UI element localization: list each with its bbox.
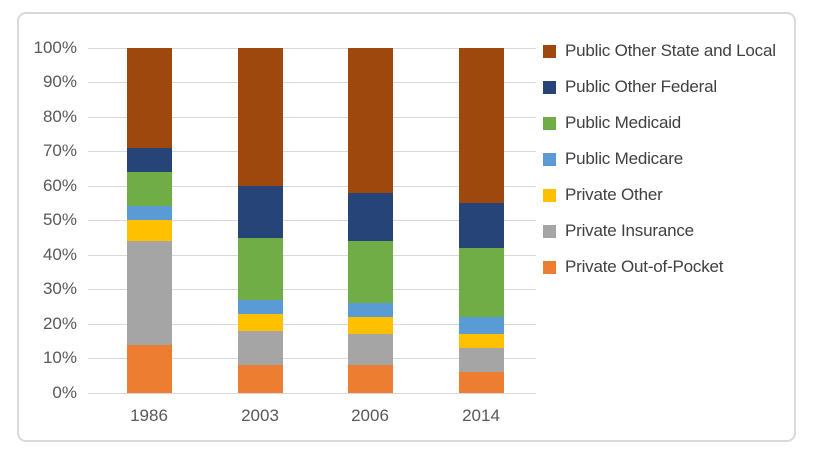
legend-swatch-public-other-state-and-local — [543, 44, 556, 58]
gridline-10% — [88, 358, 536, 360]
legend-item-public-medicare: Public Medicare — [543, 141, 683, 177]
x-axis-tick-label-2003: 2003 — [241, 406, 279, 425]
bar-segment-private-out-of-pocket-2003 — [237, 365, 283, 393]
gridline-50% — [88, 220, 536, 222]
legend-label-public-other-state-and-local: Public Other State and Local — [565, 41, 776, 60]
legend-label-public-medicaid: Public Medicaid — [565, 113, 682, 132]
legend-item-private-insurance: Private Insurance — [543, 213, 694, 249]
bar-segment-public-medicaid-2006 — [347, 240, 393, 304]
legend-swatch-private-insurance — [543, 224, 556, 238]
bar-segment-public-other-state-and-local-2006 — [347, 47, 393, 193]
gridline-30% — [88, 289, 536, 291]
x-axis-tick-label-2014: 2014 — [462, 406, 500, 425]
legend-swatch-private-other — [543, 188, 556, 202]
gridline-100% — [88, 47, 536, 49]
bar-segment-public-other-federal-2003 — [237, 185, 283, 238]
y-axis-tick-label-60%: 60% — [42, 175, 77, 195]
legend-swatch-public-medicaid — [543, 116, 556, 130]
legend-label-private-other: Private Other — [565, 185, 663, 204]
bar-segment-private-other-2006 — [347, 316, 393, 335]
bar-segment-private-insurance-2014 — [458, 348, 504, 373]
legend-item-public-medicaid: Public Medicaid — [543, 105, 681, 141]
y-axis-tick-label-80%: 80% — [42, 106, 77, 126]
bar-segment-public-medicaid-2003 — [237, 237, 283, 300]
x-axis-tick-label-2006: 2006 — [351, 406, 389, 425]
y-axis-tick-label-0%: 0% — [52, 383, 77, 402]
bar-segment-public-medicaid-2014 — [458, 247, 504, 317]
y-axis-tick-label-70%: 70% — [42, 141, 77, 161]
bar-segment-private-insurance-2003 — [237, 330, 283, 366]
legend-label-private-out-of-pocket: Private Out-of-Pocket — [565, 257, 724, 276]
legend-item-public-other-federal: Public Other Federal — [543, 69, 717, 105]
legend-item-public-other-state-and-local: Public Other State and Local — [543, 33, 776, 69]
y-axis-tick-label-50%: 50% — [42, 210, 77, 230]
legend-swatch-public-medicare — [543, 152, 556, 166]
bar-segment-private-insurance-1986 — [126, 240, 172, 345]
bar-segment-private-other-2014 — [458, 334, 504, 349]
y-axis-tick-label-20%: 20% — [42, 313, 77, 333]
bar-segment-private-out-of-pocket-2006 — [347, 365, 393, 393]
x-axis-line — [88, 393, 536, 394]
gridline-70% — [88, 151, 536, 153]
bar-segment-public-medicare-2014 — [458, 316, 504, 335]
bar-segment-private-other-1986 — [126, 220, 172, 241]
legend-item-private-other: Private Other — [543, 177, 663, 213]
legend-label-private-insurance: Private Insurance — [565, 221, 694, 240]
y-axis-tick-label-10%: 10% — [42, 348, 77, 368]
legend-label-public-other-federal: Public Other Federal — [565, 77, 717, 96]
bar-segment-public-medicare-2006 — [347, 303, 393, 317]
bar-segment-private-out-of-pocket-1986 — [126, 344, 172, 393]
x-axis-tick-label-1986: 1986 — [130, 406, 168, 425]
gridline-20% — [88, 323, 536, 325]
y-axis-tick-label-100%: 100% — [33, 37, 77, 57]
gridline-60% — [88, 185, 536, 187]
bar-segment-public-medicare-2003 — [237, 299, 283, 314]
bar-segment-public-other-federal-2006 — [347, 192, 393, 241]
legend-swatch-public-other-federal — [543, 80, 556, 94]
legend-label-public-medicare: Public Medicare — [565, 149, 683, 168]
bar-segment-public-other-state-and-local-2014 — [458, 47, 504, 203]
bar-segment-public-other-state-and-local-2003 — [237, 47, 283, 186]
y-axis-tick-label-40%: 40% — [42, 244, 77, 264]
bar-segment-private-other-2003 — [237, 313, 283, 331]
bar-segment-public-other-state-and-local-1986 — [126, 47, 172, 148]
legend-item-private-out-of-pocket: Private Out-of-Pocket — [543, 249, 724, 285]
y-axis-tick-label-90%: 90% — [42, 72, 77, 92]
gridline-80% — [88, 116, 536, 118]
legend-swatch-private-out-of-pocket — [543, 260, 556, 274]
bar-segment-public-medicare-1986 — [126, 206, 172, 221]
gridline-40% — [88, 254, 536, 256]
bar-segment-public-other-federal-2014 — [458, 202, 504, 248]
bar-segment-public-medicaid-1986 — [126, 171, 172, 207]
y-axis-tick-label-30%: 30% — [42, 279, 77, 299]
bar-segment-public-other-federal-1986 — [126, 147, 172, 172]
bar-segment-private-out-of-pocket-2014 — [458, 372, 504, 393]
bar-segment-private-insurance-2006 — [347, 334, 393, 366]
gridline-90% — [88, 82, 536, 84]
